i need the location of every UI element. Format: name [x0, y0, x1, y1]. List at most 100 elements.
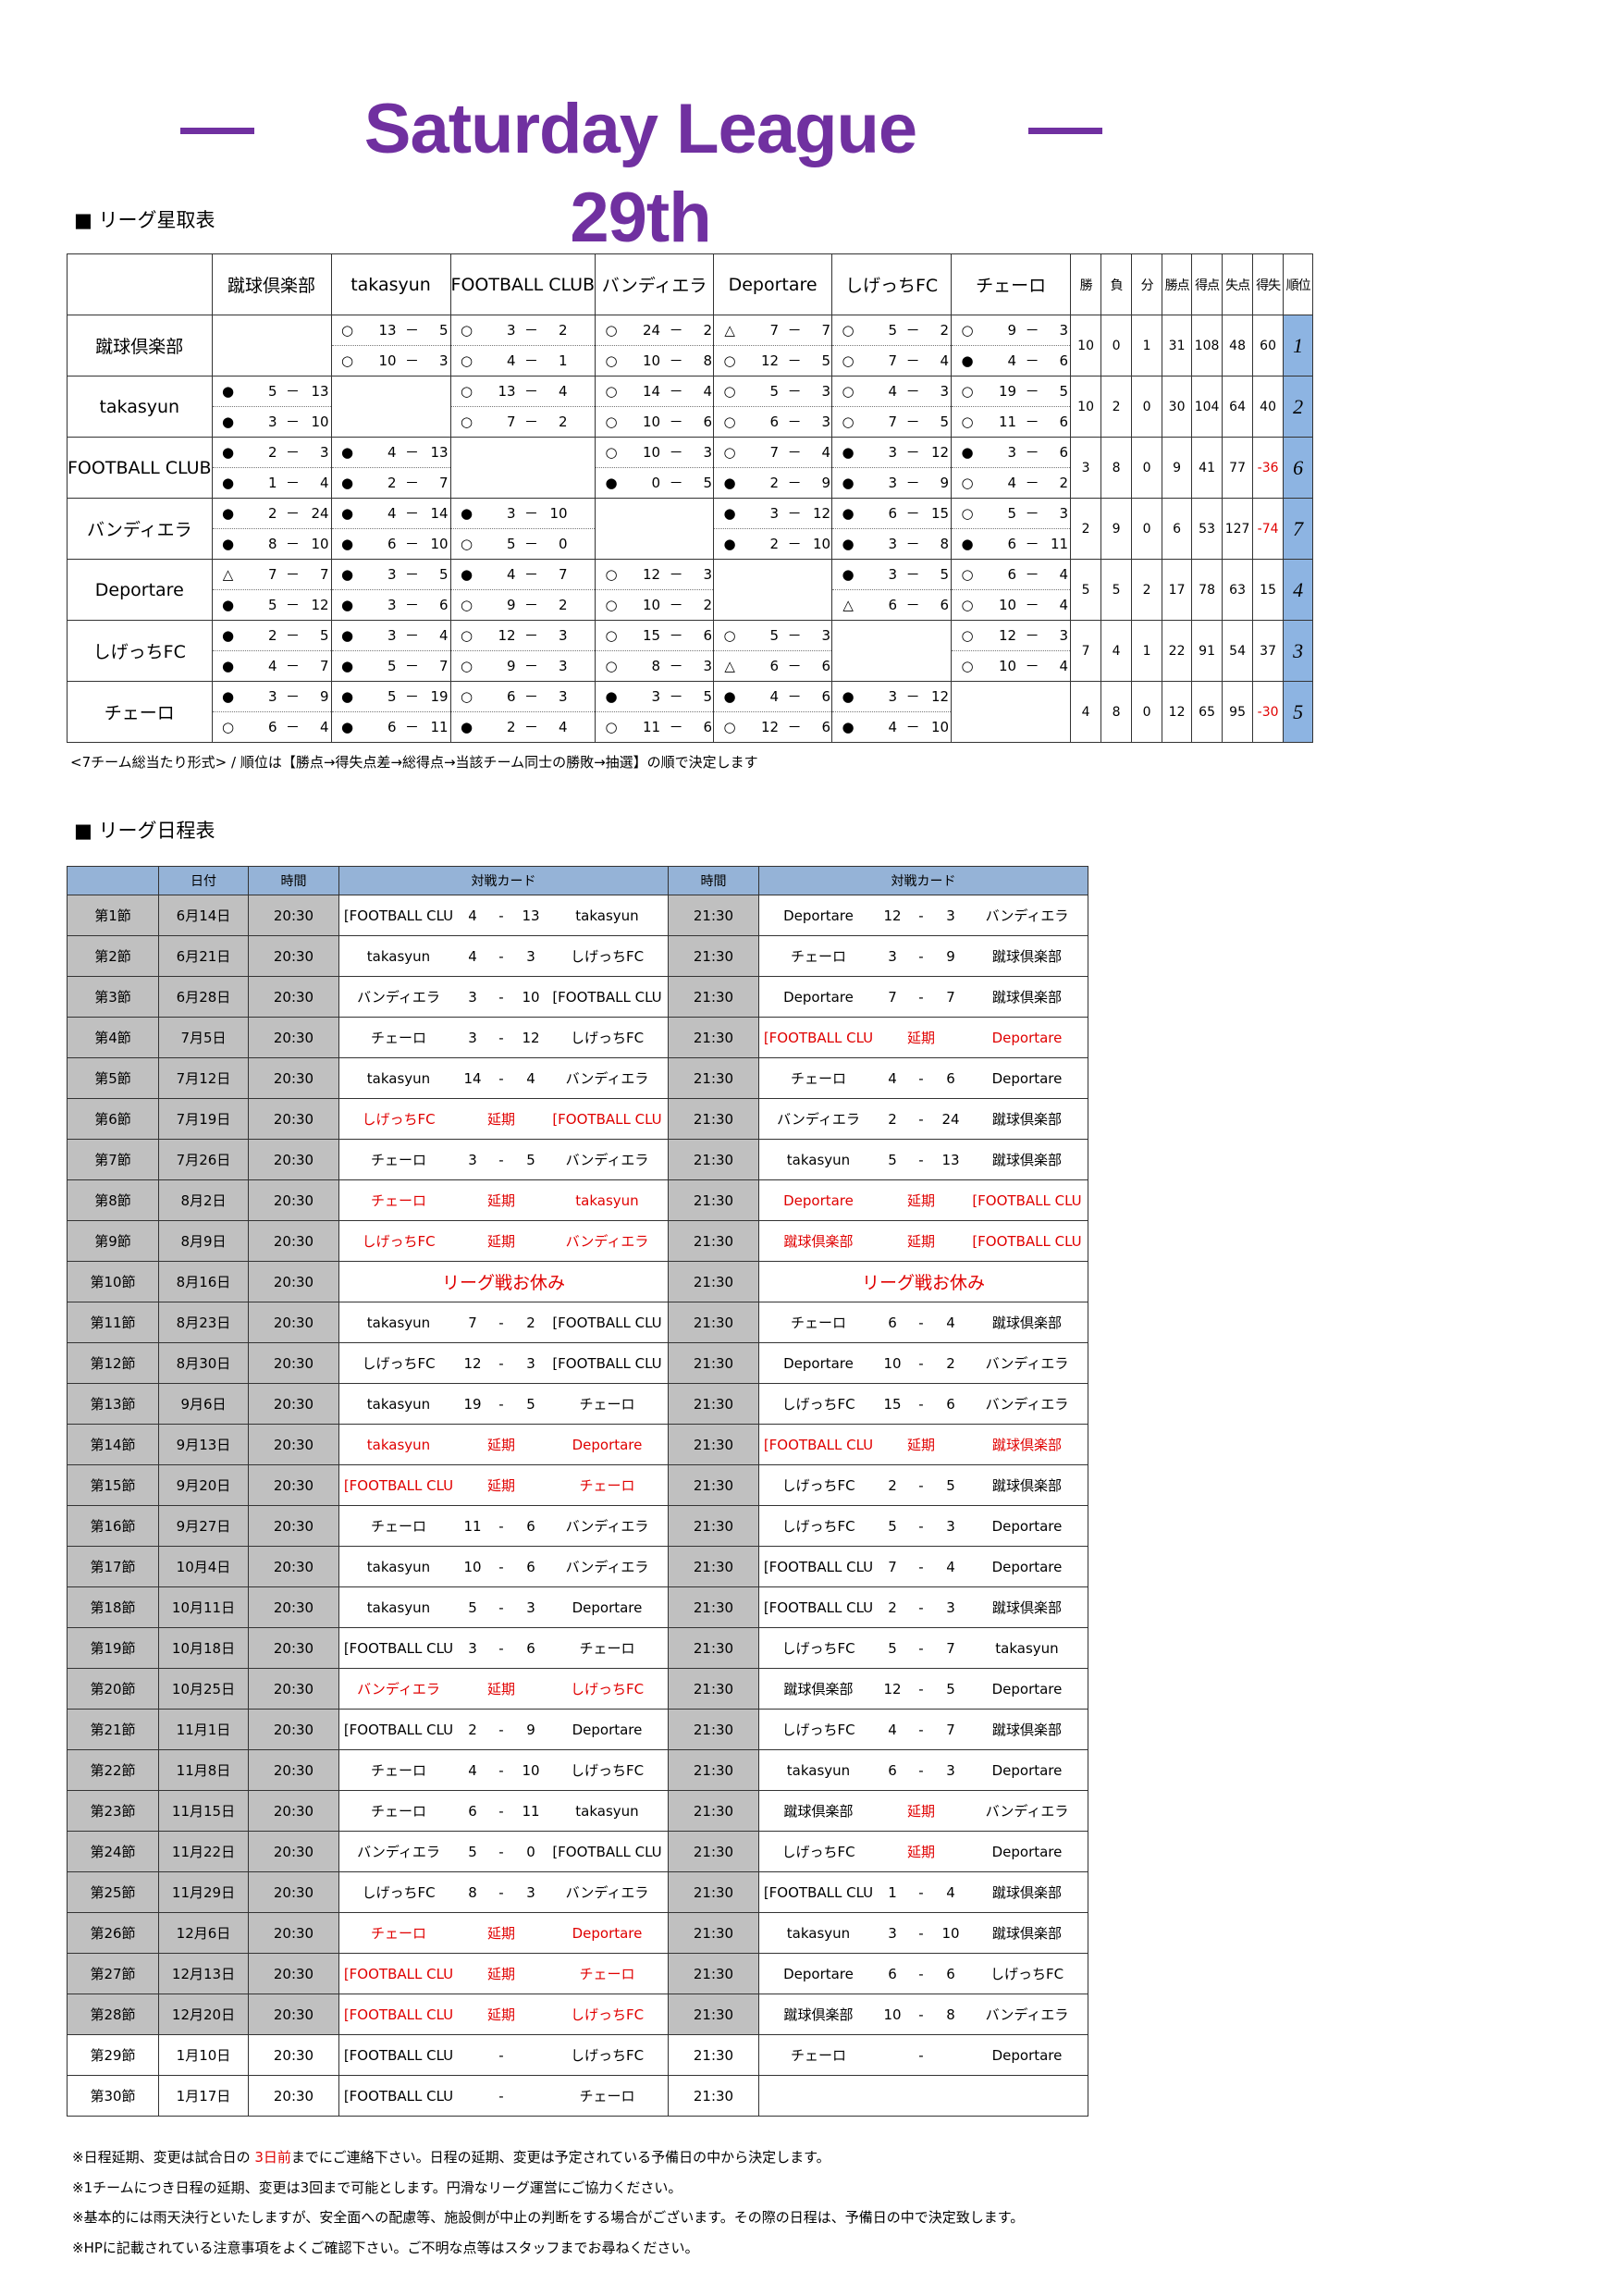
score-separator: -: [918, 1314, 924, 1331]
round: 第11節: [67, 1302, 159, 1343]
home-team: takasyun: [366, 947, 431, 965]
score-dash: －: [524, 414, 539, 430]
away-score: 2: [526, 1314, 535, 1331]
game-result: ○ 6 － 4: [213, 712, 330, 742]
score-against: 5: [1059, 383, 1069, 400]
away-team: 蹴球倶楽部: [991, 1437, 1062, 1453]
away-score: 0: [526, 1843, 535, 1860]
score-against: 3: [1059, 505, 1069, 522]
round: 第15節: [67, 1464, 159, 1506]
goal-difference: 37: [1252, 620, 1285, 682]
kickoff-time: 20:30: [248, 1627, 339, 1669]
round: 第1節: [67, 895, 159, 936]
score-for: 6: [888, 505, 898, 522]
away-score: 5: [526, 1151, 535, 1168]
kickoff-time: 21:30: [668, 1383, 759, 1425]
result-symbol: ●: [222, 597, 235, 613]
score-for: 6: [1007, 536, 1017, 552]
match: チェーロ 3 - 5 バンディエラ: [340, 1141, 668, 1179]
stat-column-header: 負: [1100, 253, 1133, 315]
score-for: 2: [769, 475, 780, 491]
round: 第23節: [67, 1790, 159, 1832]
score-dash: －: [1025, 566, 1039, 583]
match-card: takasyun 5 - 3 Deportare: [338, 1586, 669, 1628]
round: 第26節: [67, 1912, 159, 1954]
kickoff-time: 20:30: [248, 1261, 339, 1302]
match: しげっちFC 15- 6 バンディエラ: [760, 1385, 1088, 1424]
round: 第17節: [67, 1546, 159, 1587]
score-against: 7: [320, 566, 329, 583]
home-score: 7: [888, 1558, 897, 1575]
game-result: ○ 12 － 3: [952, 622, 1070, 651]
kickoff-time: 20:30: [248, 1342, 339, 1384]
score-for: 4: [1007, 475, 1017, 491]
result-cell: ○ 6 － 3 ● 2 － 4: [449, 681, 596, 743]
match: しげっちFC 12- 3 [FOOTBALL CLU: [340, 1344, 668, 1383]
game-result: ○ 7 － 2: [451, 407, 595, 437]
page-header: Saturday League 29th: [0, 85, 1276, 257]
match-card: しげっちFC 12- 3 [FOOTBALL CLU: [338, 1342, 669, 1384]
game-result: ● 5 － 13: [213, 377, 331, 407]
score-against: 6: [703, 627, 713, 644]
away-score: 4: [526, 1069, 535, 1087]
match: takasyun 延期 Deportare: [340, 1426, 668, 1464]
match: takasyun 5 -13 蹴球倶楽部: [760, 1141, 1088, 1179]
result-symbol: ○: [961, 322, 974, 339]
result-symbol: ●: [341, 597, 354, 613]
score-separator: -: [918, 1151, 924, 1168]
home-score: 8: [468, 1883, 477, 1901]
score-for: 4: [387, 505, 397, 522]
score-dash: －: [669, 566, 683, 583]
wins: 5: [1070, 559, 1102, 621]
home-score: 5: [468, 1843, 477, 1860]
game-result: ○ 4 － 1: [451, 346, 595, 376]
score-for: 3: [888, 566, 898, 583]
result-cell: ○ 6 － 4 ○ 10 － 4: [951, 559, 1072, 621]
score-dash: －: [669, 719, 683, 735]
match-card: チェーロ 3 - 5 バンディエラ: [338, 1139, 669, 1180]
result-cell: ● 4 － 7 ○ 9 － 2: [449, 559, 596, 621]
score-dash: －: [405, 475, 420, 491]
round: 第21節: [67, 1709, 159, 1750]
result-symbol: ○: [961, 627, 974, 644]
score-against: 1: [559, 352, 568, 369]
away-team: [FOOTBALL CLU: [552, 1314, 662, 1331]
game-result: ● 4 － 6: [953, 346, 1070, 376]
score-against: 12: [311, 597, 329, 613]
round: 第16節: [67, 1505, 159, 1547]
match-card: takasyun 6 - 3 Deportare: [758, 1749, 1088, 1791]
match-date: 9月13日: [158, 1424, 249, 1465]
away-team: 蹴球倶楽部: [991, 1722, 1062, 1738]
away-team: しげっちFC: [570, 1030, 645, 1046]
result-cell: ○ 3 － 2 ○ 4 － 1: [449, 315, 596, 376]
score-dash: －: [905, 719, 920, 735]
result-symbol: ○: [842, 383, 855, 400]
score-separator: -: [498, 1761, 504, 1779]
result-cell: ● 3 － 12 ● 2 － 10: [713, 498, 833, 560]
goal-difference: -36: [1252, 437, 1285, 499]
standings-row: 蹴球倶楽部 ○ 13 － 5 ○ 10 － 3 ○ 3 － 2 ○ 4 － 1 ○ 24 － 2 ○ 10 － 8 △ 7 － 7 ○ 12…: [67, 315, 1314, 376]
home-team: Deportare: [783, 907, 854, 924]
score-dash: －: [524, 505, 539, 522]
match-card: バンディエラ 2 -24 蹴球倶楽部: [758, 1098, 1088, 1140]
score-dash: －: [905, 444, 920, 461]
game-result: △ 6 － 6: [715, 651, 831, 681]
losses: 9: [1100, 498, 1133, 560]
score-dash: －: [787, 688, 802, 705]
score-for: 0: [651, 475, 661, 491]
match-card: しげっちFC 延期 [FOOTBALL CLU: [338, 1098, 669, 1140]
score-dash: －: [1025, 322, 1039, 339]
match-card: チェーロ 3 - 9 蹴球倶楽部: [758, 935, 1088, 977]
score-against: 11: [430, 719, 449, 735]
schedule-row: 第27節 12月13日 20:30 [FOOTBALL CLU 延期 チェーロ 21:30 D…: [67, 1953, 1088, 1994]
schedule-row: 第23節 11月15日 20:30 チェーロ 6-11 takasyun 21:30 蹴球倶楽…: [67, 1790, 1088, 1832]
stat-column-header: 得失: [1252, 253, 1285, 315]
game-result: ○ 8 － 3: [596, 651, 713, 681]
match-card: [FOOTBALL CLU 延期 しげっちFC: [338, 1994, 669, 2035]
schedule-table: 日付 時間 対戦カード 時間 対戦カード 第1節 6月14日 20:30 [FOOTBALL C…: [67, 866, 1088, 2117]
result-symbol: ●: [341, 658, 354, 674]
match: 蹴球倶楽部 10- 8 バンディエラ: [760, 1995, 1088, 2034]
title-dash-right: [1028, 128, 1102, 134]
score-separator: -: [918, 1924, 924, 1942]
kickoff-time: 20:30: [248, 1505, 339, 1547]
